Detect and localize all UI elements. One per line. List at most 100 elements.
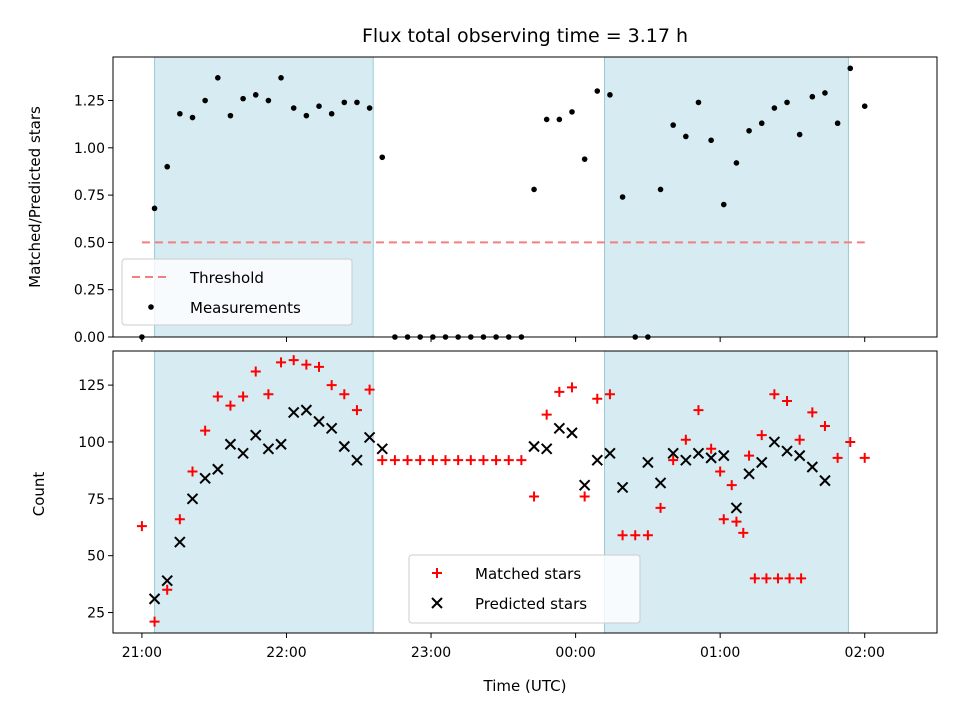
bottom-y-tick-label-0: 25 (87, 606, 105, 622)
top-dot-point-53 (809, 93, 816, 100)
bottom-x-point-0 (148, 593, 161, 605)
bottom-y-tick-label-4: 125 (78, 378, 105, 394)
top-dot-point-42 (670, 122, 676, 128)
bottom-x-point-33 (718, 449, 730, 462)
bottom-plus-point-26 (465, 455, 476, 466)
bottom-plus-point-62 (761, 573, 772, 584)
top-dot-point-19 (379, 154, 386, 161)
bottom-plus-point-39 (630, 530, 641, 541)
bottom-shaded-region-1 (604, 350, 849, 634)
bottom-plus-point-23 (427, 455, 438, 466)
bottom-x-point-2 (174, 536, 186, 548)
bottom-legend-box (408, 554, 641, 624)
bottom-x-point-34 (730, 502, 743, 514)
top-dot-point-47 (733, 160, 740, 166)
bottom-plus-point-2 (162, 584, 173, 595)
bottom-plus-point-33 (554, 386, 565, 397)
bottom-plus-point-11 (276, 357, 287, 368)
bottom-plus-point-53 (807, 407, 818, 418)
bottom-plus-point-19 (377, 455, 388, 466)
top-dot-point-57 (861, 103, 868, 109)
bottom-x-point-29 (667, 447, 679, 460)
top-dot-point-36 (594, 88, 601, 94)
bottom-x-point-3 (186, 493, 199, 505)
bottom-plus-point-18 (364, 384, 375, 395)
bottom-x-point-23 (578, 479, 591, 491)
top-dot-point-49 (758, 120, 765, 127)
legend-predicted-label: Predicted stars (475, 595, 587, 613)
bottom-x-point-21 (553, 422, 566, 435)
legend-matched-label: Matched stars (475, 565, 581, 583)
bottom-y-tick-label-2: 75 (87, 492, 105, 508)
bottom-x-point-32 (705, 452, 717, 464)
top-dot-point-51 (784, 99, 790, 106)
bottom-x-point-15 (338, 440, 351, 453)
top-legend-box (121, 258, 353, 326)
bottom-plus-point-1 (149, 616, 160, 627)
bottom-x-point-5 (212, 463, 224, 475)
top-y-axis-label: Matched/Predicted stars (26, 106, 44, 288)
bottom-shaded-region-0 (154, 350, 374, 634)
bottom-x-point-38 (781, 445, 793, 457)
bottom-x-point-6 (224, 438, 237, 450)
top-dot-point-2 (164, 163, 171, 170)
top-y-tick-label-2: 0.50 (74, 235, 105, 251)
bottom-plus-point-32 (541, 409, 552, 420)
bottom-x-point-27 (642, 456, 654, 469)
bottom-plus-point-30 (516, 455, 527, 466)
top-dot-point-3 (177, 110, 183, 117)
bottom-plus-point-36 (592, 393, 603, 404)
bottom-plus-point-52 (794, 434, 805, 445)
bottom-plus-point-42 (668, 455, 679, 466)
bottom-plus-point-10 (263, 389, 274, 400)
bottom-plus-point-34 (566, 382, 577, 393)
bottom-plus-point-46 (718, 514, 729, 525)
bottom-x-point-9 (262, 443, 275, 455)
top-dot-point-41 (657, 186, 664, 193)
bottom-plus-point-65 (796, 573, 807, 584)
top-dot-point-35 (581, 156, 588, 162)
bottom-y-tick-label-1: 50 (87, 549, 105, 565)
bottom-plus-point-7 (225, 400, 236, 411)
bottom-plus-point-64 (784, 573, 795, 584)
bottom-x-point-37 (768, 436, 781, 448)
top-dot-point-9 (252, 92, 259, 98)
top-dot-point-11 (278, 75, 284, 81)
bottom-x-point-12 (300, 404, 313, 416)
legend-matched-swatch (432, 568, 442, 578)
top-panel: 0.00 0.25 0.50 0.75 1.00 1.25 Threshold Measure… (74, 56, 938, 346)
bottom-plus-point-45 (706, 443, 717, 454)
bottom-plus-point-12 (288, 355, 299, 366)
bottom-plus-point-43 (680, 434, 691, 445)
top-dot-point-38 (619, 194, 626, 200)
bottom-x-point-35 (743, 468, 755, 480)
bottom-x-point-13 (313, 415, 325, 428)
top-dot-point-17 (354, 99, 360, 106)
bottom-x-point-22 (566, 427, 578, 439)
bottom-plus-point-41 (655, 502, 666, 513)
top-dot-point-46 (720, 201, 727, 208)
bottom-plus-point-63 (772, 573, 783, 584)
bottom-plus-point-3 (174, 514, 185, 525)
bottom-plus-point-21 (402, 455, 413, 466)
x-axis-label: Time (UTC) (483, 677, 567, 695)
top-dot-point-52 (796, 131, 803, 138)
legend-threshold-label: Threshold (189, 269, 264, 287)
bottom-plus-point-55 (832, 452, 843, 463)
top-y-tick-label-3: 0.75 (74, 188, 105, 204)
top-y-tick-label-4: 1.00 (74, 141, 105, 157)
bottom-plus-point-15 (326, 380, 337, 391)
bottom-plus-point-54 (819, 421, 830, 432)
bottom-plus-point-9 (250, 366, 261, 377)
bottom-plus-point-22 (415, 455, 426, 466)
top-dot-point-55 (834, 120, 841, 127)
bottom-plus-point-51 (782, 396, 793, 407)
bottom-plus-point-29 (503, 455, 514, 466)
top-dot-point-15 (328, 110, 335, 117)
bottom-x-point-7 (237, 447, 249, 460)
legend-measurements-label: Measurements (190, 299, 301, 317)
bottom-plus-point-44 (693, 405, 704, 416)
bottom-x-tick-label-4: 01:00 (700, 645, 740, 661)
top-dot-point-32 (543, 116, 550, 123)
top-dot-point-48 (746, 127, 752, 134)
